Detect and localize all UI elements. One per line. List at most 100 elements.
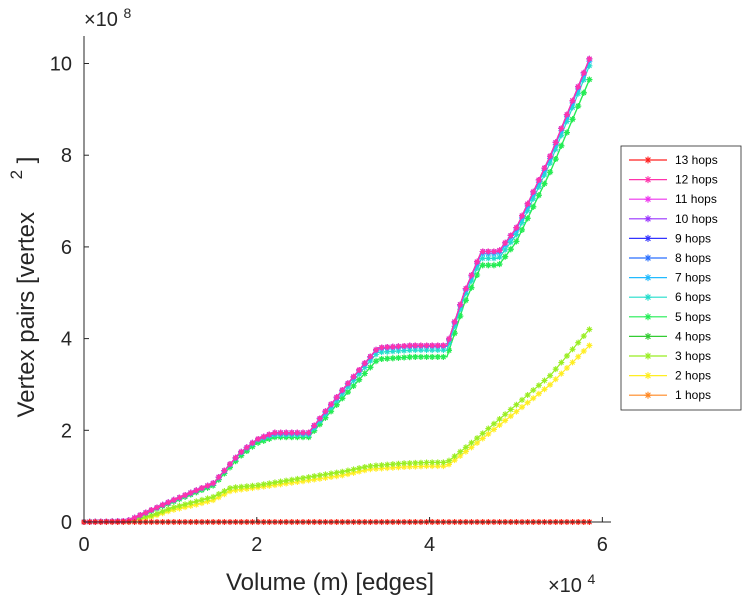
data-point — [569, 116, 576, 123]
data-point — [474, 265, 481, 272]
data-point — [547, 160, 554, 167]
data-point — [417, 459, 424, 466]
legend-label: 8 hops — [675, 251, 711, 265]
y-tick-label: 0 — [61, 512, 72, 534]
data-point — [367, 364, 374, 371]
data-point — [485, 425, 492, 432]
data-point — [644, 313, 652, 321]
data-point — [154, 510, 161, 517]
data-point — [541, 377, 548, 384]
data-point — [513, 224, 520, 231]
data-point — [519, 212, 526, 219]
data-point — [333, 401, 340, 408]
data-point — [507, 413, 514, 420]
data-point — [238, 448, 245, 455]
data-point — [350, 469, 357, 476]
data-point — [563, 352, 570, 359]
data-point — [333, 394, 340, 401]
y-tick-label: 10 — [50, 54, 72, 76]
data-point — [552, 146, 559, 153]
data-point — [288, 429, 295, 436]
data-point — [462, 285, 469, 292]
data-point — [232, 454, 239, 461]
data-point — [446, 461, 453, 468]
data-point — [227, 461, 234, 468]
data-point — [373, 462, 380, 469]
data-point — [344, 380, 351, 387]
data-point — [530, 387, 537, 394]
legend-item: 2 hops — [629, 369, 711, 383]
legend-item: 1 hops — [629, 388, 711, 402]
data-point — [468, 444, 475, 451]
data-point — [401, 347, 408, 354]
data-point — [215, 491, 222, 498]
x-tick-label: 0 — [78, 534, 89, 556]
data-point — [322, 414, 329, 421]
data-point — [389, 343, 396, 350]
data-point — [563, 111, 570, 118]
data-point — [541, 386, 548, 393]
data-point — [406, 342, 413, 349]
data-point — [547, 153, 554, 160]
data-point — [198, 496, 205, 503]
data-point — [434, 347, 441, 354]
data-point — [496, 254, 503, 261]
data-point — [367, 357, 374, 364]
data-point — [187, 502, 194, 509]
data-point — [187, 499, 194, 506]
data-point — [277, 478, 284, 485]
data-point — [204, 495, 211, 502]
data-point — [423, 353, 430, 360]
data-point — [378, 465, 385, 472]
data-point — [322, 474, 329, 481]
data-point — [249, 439, 256, 446]
data-point — [457, 452, 464, 459]
data-point — [255, 482, 262, 489]
data-point — [552, 156, 559, 163]
data-point — [328, 401, 335, 408]
data-point — [356, 366, 363, 373]
data-point — [227, 485, 234, 492]
data-point — [541, 180, 548, 187]
data-point — [575, 90, 582, 97]
data-point — [451, 318, 458, 325]
data-point — [339, 387, 346, 394]
y-tick-label: 4 — [61, 329, 72, 351]
data-point — [502, 246, 509, 253]
data-point — [519, 396, 526, 403]
data-point — [513, 401, 520, 408]
data-point — [389, 348, 396, 355]
data-point — [569, 359, 576, 366]
data-point — [417, 347, 424, 354]
data-point — [294, 429, 301, 436]
data-point — [563, 364, 570, 371]
data-point — [311, 473, 318, 480]
data-point — [322, 408, 329, 415]
data-point — [328, 474, 335, 481]
data-point — [361, 467, 368, 474]
data-point — [412, 463, 419, 470]
data-point — [644, 215, 652, 223]
data-point — [644, 293, 652, 301]
data-point — [378, 344, 385, 351]
data-point — [457, 448, 464, 455]
data-point — [344, 467, 351, 474]
legend-item: 3 hops — [629, 349, 711, 363]
data-point — [530, 195, 537, 202]
data-point — [586, 62, 593, 69]
data-point — [406, 463, 413, 470]
data-point — [485, 248, 492, 255]
data-point — [575, 339, 582, 346]
data-point — [356, 376, 363, 383]
data-point — [339, 472, 346, 479]
data-point — [580, 89, 587, 96]
data-point — [507, 406, 514, 413]
data-point — [193, 501, 200, 508]
data-point — [300, 478, 307, 485]
data-point — [451, 453, 458, 460]
legend-item: 7 hops — [629, 271, 711, 285]
data-point — [204, 498, 211, 505]
data-point — [401, 354, 408, 361]
data-point — [339, 468, 346, 475]
data-point — [446, 457, 453, 464]
